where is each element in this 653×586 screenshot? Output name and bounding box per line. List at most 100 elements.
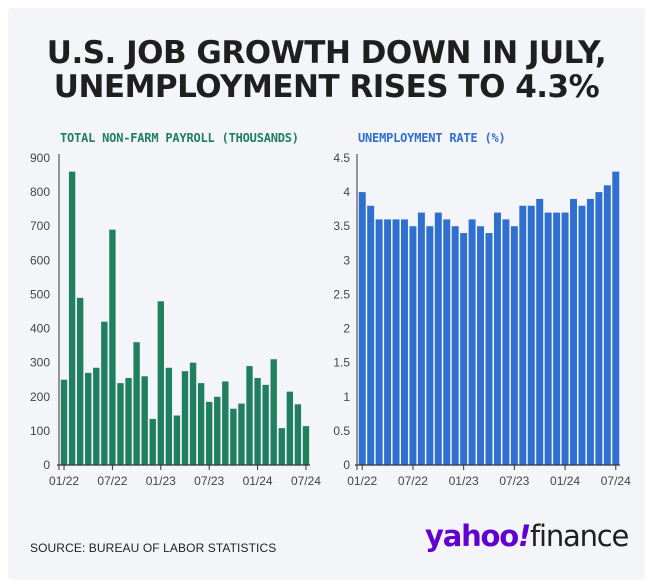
bar-12-23 [553,212,561,465]
headline-line-1: U.S. JOB GROWTH DOWN IN JULY, [46,35,607,71]
bar-08-23 [214,396,221,465]
y-tick-label: 3 [343,253,350,267]
y-tick-label: 700 [30,219,50,233]
x-tick-label: 07/24 [291,474,321,488]
bar-10-23 [536,198,544,465]
source-note: SOURCE: BUREAU OF LABOR STATISTICS [30,541,277,555]
bar-04-22 [384,219,392,465]
x-tick-label: 07/23 [194,474,224,488]
y-tick-label: 0 [43,458,50,472]
bar-07-24 [302,426,310,465]
page-title: U.S. JOB GROWTH DOWN IN JULY, UNEMPLOYME… [0,36,653,104]
unemployment-bar-chart: 0 0.5 1 1.5 2 2.5 3 3.5 4 4.5 01/22 07/22 01/23 07/23… [333,151,631,488]
x-tick-label: 01/22 [49,474,79,488]
bar-07-22 [409,226,417,465]
bar-01-24 [254,378,261,465]
x-tick-label: 01/23 [449,474,479,488]
bar-11-23 [238,403,245,465]
bar-09-22 [125,378,132,465]
bar-01-22 [358,192,366,466]
logo-bang-text: ! [517,519,531,553]
bar-03-22 [375,219,383,465]
y-tick-label: 500 [30,287,50,301]
bar-06-24 [294,404,302,465]
bar-02-23 [468,219,476,465]
x-tick-label: 01/24 [550,474,580,488]
bar-05-23 [493,212,501,465]
y-tick-label: 900 [30,151,50,165]
yahoo-finance-logo: yahoo!finance [425,519,629,553]
bar-11-22 [443,219,451,465]
y-tick-label: 100 [30,424,50,438]
bar-09-22 [426,226,434,465]
bar-09-23 [222,381,229,465]
bar-08-22 [417,212,425,465]
unemployment-chart-title: UNEMPLOYMENT RATE (%) [358,131,506,145]
bar-04-23 [181,371,189,465]
y-tick-label: 4.5 [333,151,350,165]
logo-yahoo-text: yahoo [425,519,519,553]
bar-01-24 [561,212,569,465]
bar-06-22 [101,321,108,465]
bar-02-24 [570,198,577,465]
headline-line-2: UNEMPLOYMENT RISES TO 4.3% [53,69,600,105]
bar-04-24 [586,198,594,465]
bar-08-23 [519,205,527,465]
y-tick-label: 800 [30,185,50,199]
bar-03-23 [477,226,485,465]
bar-06-23 [502,219,510,465]
bar-04-24 [278,428,285,465]
bar-02-23 [165,367,173,465]
y-tick-label: 600 [30,253,50,267]
bar-07-23 [510,226,518,465]
x-tick-label: 07/23 [499,474,529,488]
bar-11-22 [141,376,148,465]
bar-05-24 [595,192,603,466]
y-tick-label: 0 [343,458,350,472]
y-tick-label: 3.5 [333,219,350,233]
x-tick-label: 01/22 [347,474,377,488]
bar-12-22 [451,226,459,465]
bar-02-22 [68,171,76,465]
bar-10-23 [230,408,237,465]
bar-01-22 [60,379,68,465]
y-tick-label: 400 [30,322,50,336]
bar-08-22 [117,383,124,465]
bar-06-23 [197,383,205,465]
bar-05-22 [392,219,400,465]
bar-03-24 [270,359,277,465]
bar-05-23 [189,362,197,465]
logo-finance-text: finance [530,519,629,553]
x-tick-label: 07/24 [601,474,631,488]
y-tick-label: 2 [343,322,350,336]
bar-07-23 [206,401,213,465]
bar-03-24 [578,205,586,465]
bar-05-24 [286,391,294,465]
bar-02-22 [367,205,375,465]
y-tick-label: 0.5 [333,424,350,438]
bar-10-22 [133,342,140,465]
bar-01-23 [157,301,164,465]
x-tick-label: 01/24 [243,474,273,488]
x-tick-label: 07/22 [97,474,127,488]
y-tick-label: 4 [343,185,350,199]
bar-03-22 [76,297,84,465]
bar-06-22 [401,219,408,465]
bar-06-24 [603,185,611,465]
bar-10-22 [434,212,442,465]
bar-03-23 [173,415,181,465]
payroll-chart-title: TOTAL NON-FARM PAYROLL (THOUSANDS) [60,131,299,145]
bar-07-22 [109,229,116,465]
payroll-bar-chart: 0 100 200 300 400 500 600 700 800 900 01/22 07/22 01… [30,151,321,488]
bar-07-24 [612,171,620,465]
x-tick-label: 01/23 [146,474,176,488]
bar-04-23 [485,233,493,465]
bar-12-23 [246,366,253,465]
y-tick-label: 1.5 [333,356,350,370]
y-tick-label: 2.5 [333,287,350,301]
bar-11-23 [544,212,552,465]
y-tick-label: 1 [343,390,350,404]
bar-02-24 [262,384,269,465]
bar-09-23 [527,205,535,465]
bar-12-22 [149,418,156,465]
